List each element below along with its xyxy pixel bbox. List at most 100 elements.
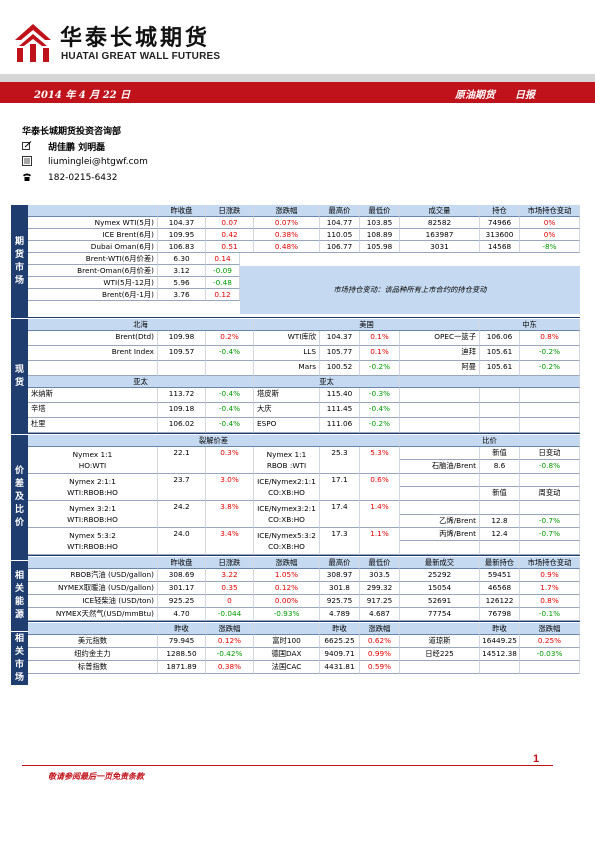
contract-name: Dubai Oman(6月)	[28, 241, 158, 253]
position-change-note: 市场持仓变动：该品种所有上市合约的持仓变动	[240, 266, 580, 314]
crude-name: WTI库欣	[254, 331, 320, 346]
table-cell	[480, 541, 520, 555]
table-cell: 106.06	[480, 331, 520, 346]
energy-row: NYMEX天然气(USD/mmBtu) 4.70 -0.044 -0.93% 4.789…	[28, 608, 580, 621]
table-cell: -0.4%	[206, 388, 254, 403]
table-cell: 3.0%	[206, 474, 254, 501]
table-cell	[520, 474, 580, 487]
table-cell	[520, 661, 580, 674]
energy-name: RBOB汽油 (USD/gallon)	[28, 569, 158, 582]
table-cell: 52691	[400, 595, 480, 608]
phone-icon	[22, 172, 34, 183]
markets-row: 美元指数 79.945 0.12% 富时100 6625.25 0.62% 道琼斯 16449…	[28, 635, 580, 648]
futures-spread-row: WTI(5月-12月) 5.96 -0.48	[28, 277, 580, 289]
table-cell: 4.687	[360, 608, 400, 621]
table-cell	[400, 541, 480, 555]
crude-name: Brent Index	[28, 346, 158, 361]
spot-row: Brent Index 109.57 -0.4% LLS 105.77 0.1% 迪拜 105…	[28, 346, 580, 361]
section-divider	[28, 621, 580, 623]
crack-label: Nymex 5:3:2 WTI:RBOB:HO	[28, 528, 158, 555]
table-cell: 0.42	[206, 229, 254, 241]
table-cell	[400, 403, 480, 418]
table-header-cell: 日涨跌	[206, 557, 254, 569]
table-cell: 0.35	[206, 582, 254, 595]
table-cell: 74966	[480, 217, 520, 229]
table-cell: 25292	[400, 569, 480, 582]
table-header-cell	[254, 623, 320, 635]
table-cell: 109.57	[158, 346, 206, 361]
crude-name: Mars	[254, 361, 320, 376]
table-cell: -0.7%	[520, 515, 580, 528]
energy-header-row: 昨收盘 日涨跌 涨跌幅 最高价 最低价 最新成交 最新持仓 市场持仓变动	[28, 557, 580, 569]
table-header-cell	[400, 623, 480, 635]
table-cell: 0.3%	[206, 447, 254, 474]
table-cell: 917.25	[360, 595, 400, 608]
table-cell: 4.70	[158, 608, 206, 621]
author-names: 胡佳鹏 刘明磊	[48, 143, 106, 153]
table-cell	[520, 541, 580, 555]
table-cell: 303.5	[360, 569, 400, 582]
table-cell: 3031	[400, 241, 480, 253]
table-cell: 14512.38	[480, 648, 520, 661]
table-cell: 12.4	[480, 528, 520, 541]
ratio-blank-row	[400, 474, 580, 487]
table-cell: 24.0	[158, 528, 206, 555]
table-cell: 79.945	[158, 635, 206, 648]
crude-name: 米纳斯	[28, 388, 158, 403]
report-date: 2014 年 4 月 22 日	[34, 90, 131, 101]
index-name: 道琼斯	[400, 635, 480, 648]
table-cell: 111.45	[320, 403, 360, 418]
table-cell: 8.6	[480, 460, 520, 474]
table-cell: 77754	[400, 608, 480, 621]
table-header-cell: 涨跌幅	[254, 205, 320, 217]
index-name: 法国CAC	[254, 661, 320, 674]
table-cell: 109.95	[158, 229, 206, 241]
table-cell: 0.51	[206, 241, 254, 253]
table-cell: 23.7	[158, 474, 206, 501]
table-cell: 106.02	[158, 418, 206, 433]
index-name: 德国DAX	[254, 648, 320, 661]
ratio-title: 比价	[400, 435, 580, 447]
energy-name: NYMEX天然气(USD/mmBtu)	[28, 608, 158, 621]
table-cell: 3.12	[158, 265, 206, 277]
table-cell: -0.2%	[360, 418, 400, 433]
contract-name: Nymex WTI(5月)	[28, 217, 158, 229]
table-cell	[520, 403, 580, 418]
section-divider	[28, 317, 580, 319]
table-header-cell: 昨收	[480, 623, 520, 635]
table-cell: 104.37	[320, 331, 360, 346]
crack-label: Nymex 1:1 RBOB :WTI	[254, 447, 320, 474]
table-cell: -0.4%	[206, 403, 254, 418]
futures-spread-row: Brent-Oman(6月价差) 3.12 -0.09	[28, 265, 580, 277]
table-cell: 新值	[480, 447, 520, 460]
table-cell: 4.789	[320, 608, 360, 621]
table-cell	[206, 361, 254, 376]
table-cell: -0.8%	[520, 460, 580, 474]
index-name: 纽约金主力	[28, 648, 158, 661]
ratio-head-row: 新值 日变动	[400, 447, 580, 460]
ratio-blank-row	[400, 541, 580, 555]
table-header-cell: 最新持仓	[480, 557, 520, 569]
table-cell: 0.12	[206, 289, 240, 301]
ratio-row: 丙烯/Brent 12.4 -0.7%	[400, 528, 580, 541]
table-cell: 110.05	[320, 229, 360, 241]
table-cell: 1.05%	[254, 569, 320, 582]
table-cell: 24.2	[158, 501, 206, 528]
crack-spread-row: Nymex 5:3:2 WTI:RBOB:HO 24.0 3.4% ICE/Nymex5…	[28, 528, 580, 555]
index-name: 富时100	[254, 635, 320, 648]
futures-row: Nymex WTI(5月) 104.37 0.07 0.07% 104.77 103.85…	[28, 217, 580, 229]
table-cell: 301.17	[158, 582, 206, 595]
table-cell: 104.37	[158, 217, 206, 229]
table-cell: 乙烯/Brent	[400, 515, 480, 528]
table-cell: 16449.25	[480, 635, 520, 648]
author-email[interactable]: liuminglei@htgwf.com	[48, 156, 148, 167]
table-cell: -0.2%	[520, 346, 580, 361]
crude-name: 塔皮斯	[254, 388, 320, 403]
ratio-block: 新值 日变动 石脑油/Brent 8.6 -0.8% 新值 周变动 乙烯/Brent 12.8-…	[400, 447, 580, 555]
crude-name: 辛塔	[28, 403, 158, 418]
page-number: 1	[533, 753, 540, 765]
report-banner: 2014 年 4 月 22 日 原油期货 日报	[0, 82, 595, 103]
spread-name: Brent(6月-1月)	[28, 289, 158, 301]
table-cell	[520, 501, 580, 515]
table-cell: 313600	[480, 229, 520, 241]
